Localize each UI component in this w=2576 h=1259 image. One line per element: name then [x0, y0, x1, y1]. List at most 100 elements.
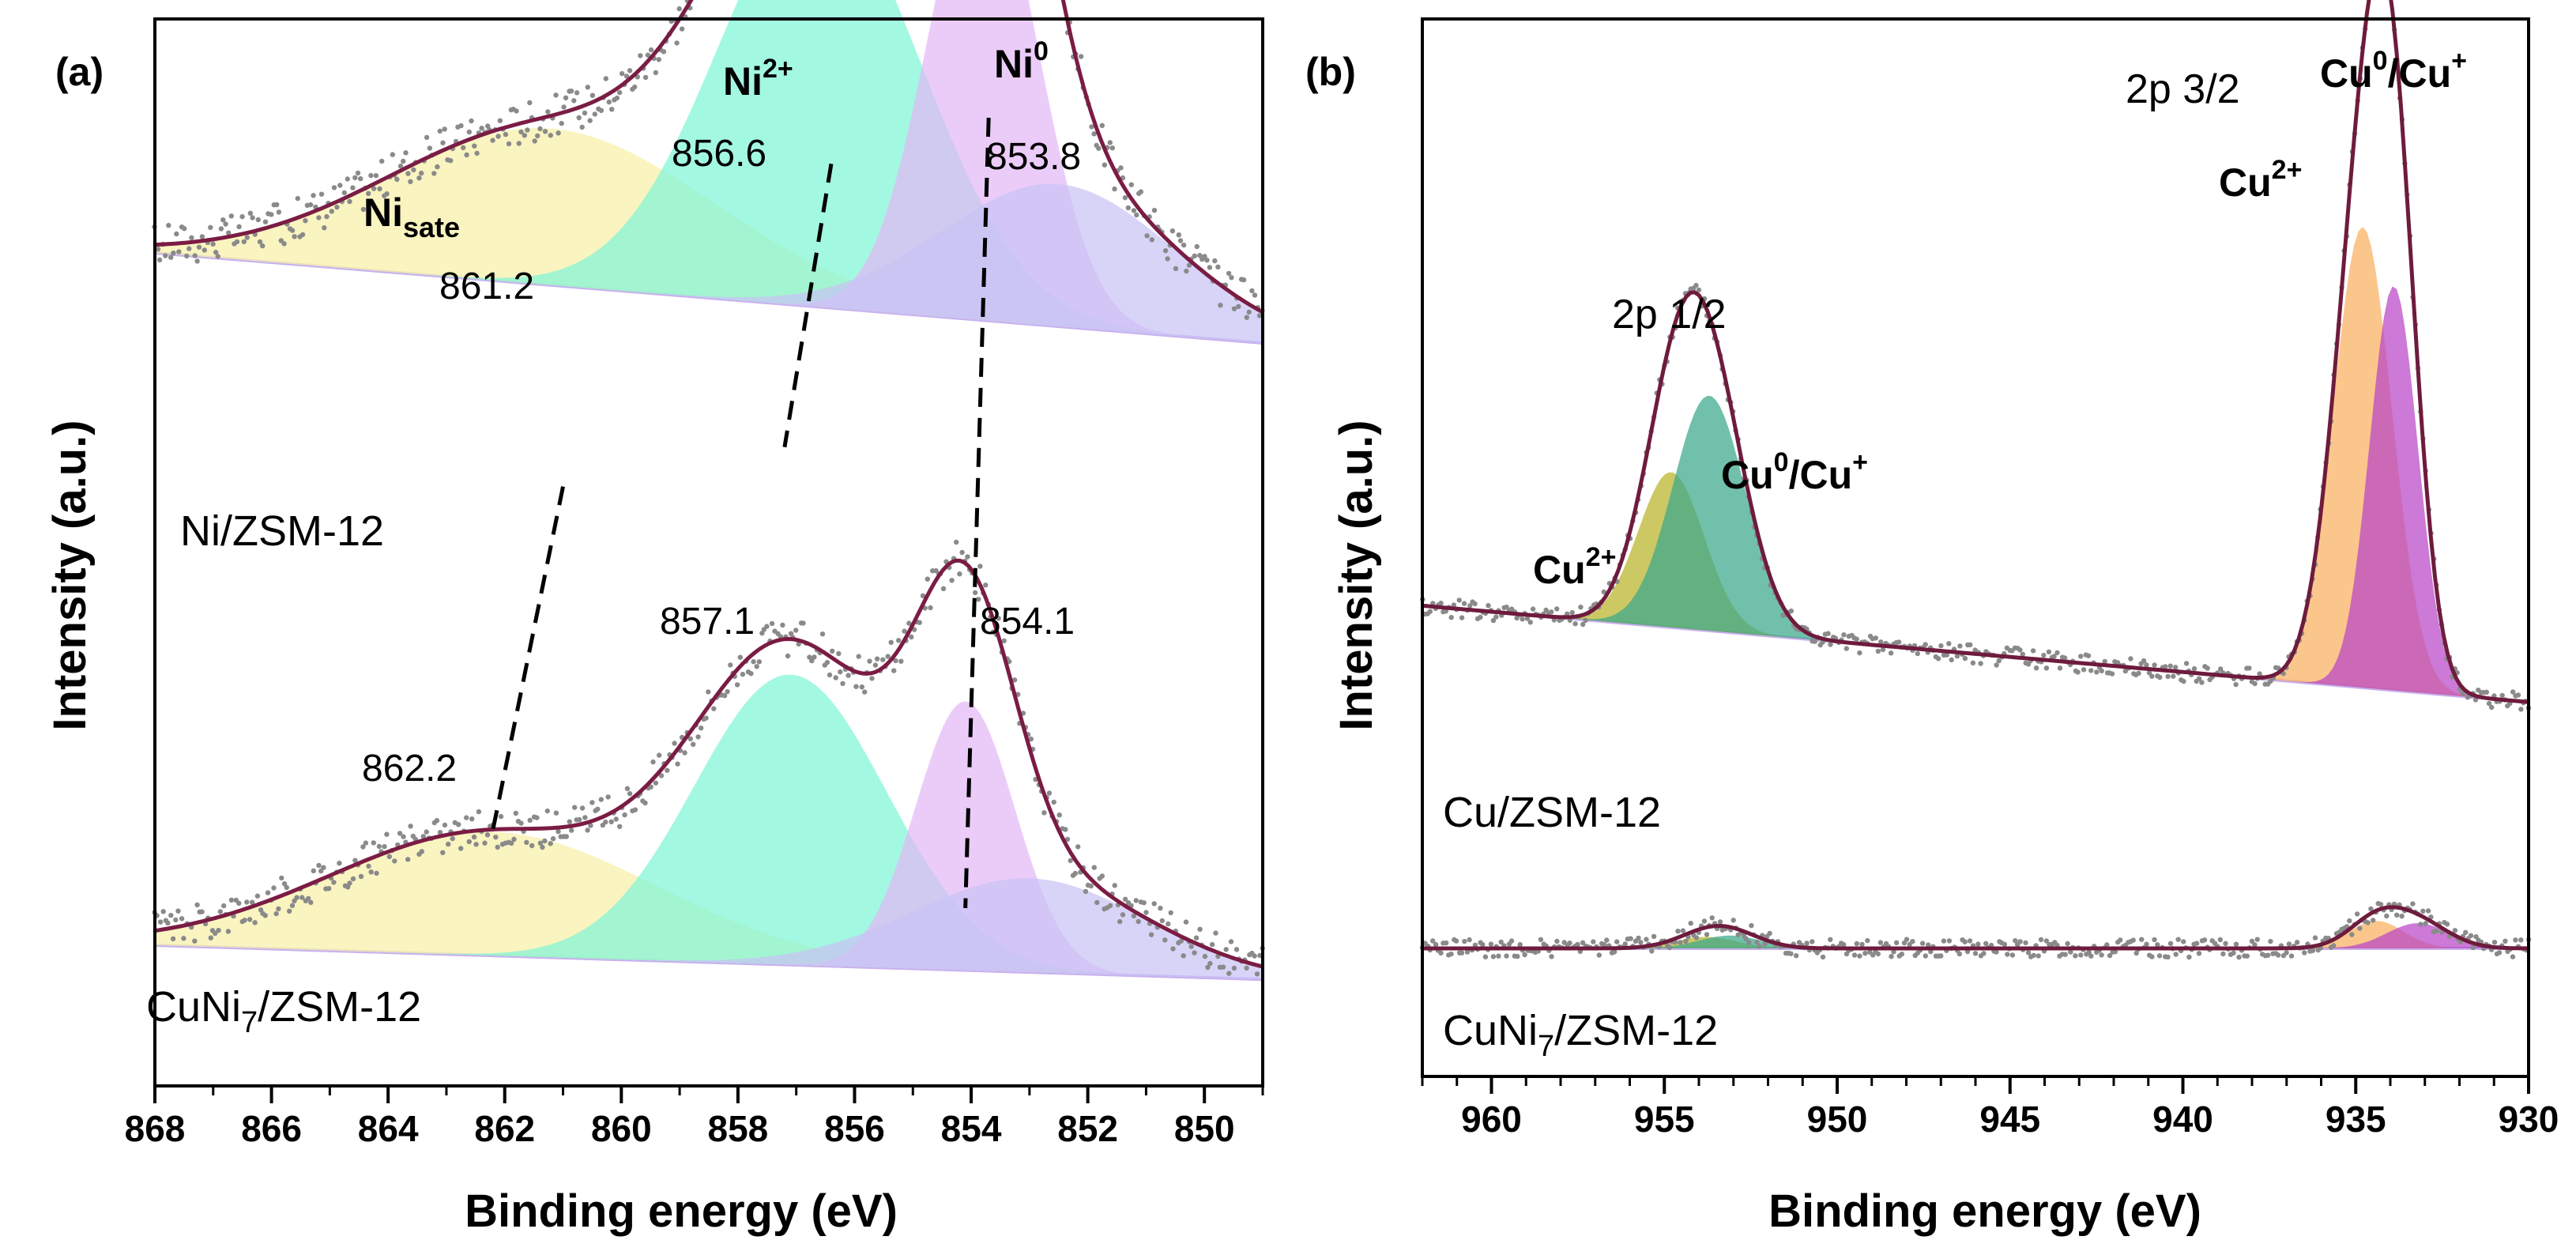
- data-point: [1820, 954, 1826, 960]
- data-point: [579, 124, 585, 130]
- data-point: [2294, 940, 2300, 945]
- data-point: [614, 95, 620, 101]
- data-point: [2265, 952, 2271, 958]
- data-point: [2128, 656, 2133, 662]
- data-point: [976, 597, 981, 602]
- data-point: [1851, 952, 1858, 958]
- data-point: [623, 74, 630, 79]
- data-point: [588, 823, 593, 828]
- data-point: [299, 232, 306, 238]
- data-point: [2073, 953, 2078, 959]
- cu2-left-label: Cu2+: [1533, 542, 1616, 592]
- data-point: [213, 930, 218, 937]
- data-point: [1148, 932, 1154, 937]
- data-point: [1972, 951, 1979, 956]
- data-point: [1051, 799, 1056, 805]
- data-point: [589, 92, 596, 98]
- data-point: [542, 838, 548, 844]
- envelope-line: [1422, 0, 2529, 704]
- data-point: [1078, 54, 1084, 59]
- data-point: [210, 241, 216, 247]
- data-point: [2175, 937, 2181, 942]
- envelope-line: [1422, 905, 2529, 951]
- data-point: [1841, 632, 1847, 638]
- data-point: [2152, 662, 2157, 668]
- data-point: [2005, 952, 2010, 957]
- data-point: [2167, 663, 2173, 669]
- data-point: [401, 834, 406, 839]
- data-point: [2420, 908, 2426, 914]
- panel-a-plot-area: [152, 0, 1265, 982]
- data-point: [175, 908, 181, 914]
- data-point: [269, 212, 274, 217]
- data-point: [1480, 941, 1486, 948]
- data-point: [1438, 950, 1444, 956]
- data-point: [1233, 947, 1240, 952]
- data-point: [812, 654, 817, 660]
- data-point: [1515, 953, 1520, 959]
- data-point: [1448, 615, 1454, 620]
- data-point: [785, 653, 791, 659]
- data-point: [1504, 953, 1509, 959]
- data-point: [2102, 658, 2107, 665]
- data-point: [311, 193, 316, 198]
- data-point: [2518, 937, 2524, 943]
- data-point: [405, 857, 411, 862]
- dashed-guide-line: [963, 117, 991, 909]
- data-point: [1252, 953, 1257, 959]
- data-point: [281, 241, 287, 247]
- data-point: [2167, 940, 2174, 947]
- data-point: [1854, 940, 1859, 947]
- data-point: [925, 576, 931, 582]
- x-tick-label: 864: [358, 1108, 419, 1149]
- data-point: [527, 100, 533, 106]
- data-point: [764, 624, 770, 629]
- data-point: [665, 767, 670, 773]
- data-point: [196, 244, 202, 250]
- data-point: [155, 247, 161, 252]
- data-point: [622, 812, 627, 818]
- data-point: [450, 835, 455, 842]
- data-point: [525, 127, 530, 133]
- data-point: [859, 684, 865, 690]
- data-point: [1825, 631, 1831, 636]
- data-point: [2068, 949, 2073, 955]
- data-point: [331, 185, 337, 190]
- data-point: [917, 620, 922, 625]
- data-point: [1112, 186, 1117, 192]
- data-point: [255, 217, 261, 223]
- data-point: [2425, 908, 2431, 914]
- data-point: [1572, 621, 1578, 627]
- data-point: [241, 239, 247, 244]
- data-point: [2470, 944, 2476, 951]
- data-point: [1486, 603, 1491, 609]
- data-point: [262, 913, 268, 918]
- x-tick-label: 950: [1807, 1099, 1868, 1140]
- data-point: [1091, 865, 1098, 870]
- data-point: [1549, 609, 1554, 615]
- data-point: [257, 239, 263, 245]
- x-tick-label: 868: [125, 1108, 186, 1149]
- data-point: [2444, 922, 2450, 927]
- data-point: [1226, 270, 1232, 277]
- data-point: [2518, 707, 2524, 712]
- data-point: [548, 133, 553, 138]
- data-point: [484, 832, 491, 838]
- data-point: [1788, 608, 1794, 614]
- data-point: [959, 549, 965, 556]
- data-point: [1159, 918, 1166, 924]
- data-point: [928, 605, 933, 611]
- data-point: [321, 865, 326, 870]
- data-point: [1192, 253, 1198, 258]
- data-point: [274, 202, 280, 208]
- data-point: [2231, 950, 2236, 956]
- data-point: [563, 95, 569, 101]
- panel-b-label: (b): [1305, 50, 1356, 94]
- data-point: [2473, 934, 2479, 940]
- value-862-2: 862.2: [362, 748, 457, 790]
- data-point: [341, 190, 347, 196]
- data-point: [1462, 938, 1467, 944]
- data-point: [247, 210, 254, 216]
- data-point: [506, 141, 512, 147]
- data-point: [1122, 896, 1128, 903]
